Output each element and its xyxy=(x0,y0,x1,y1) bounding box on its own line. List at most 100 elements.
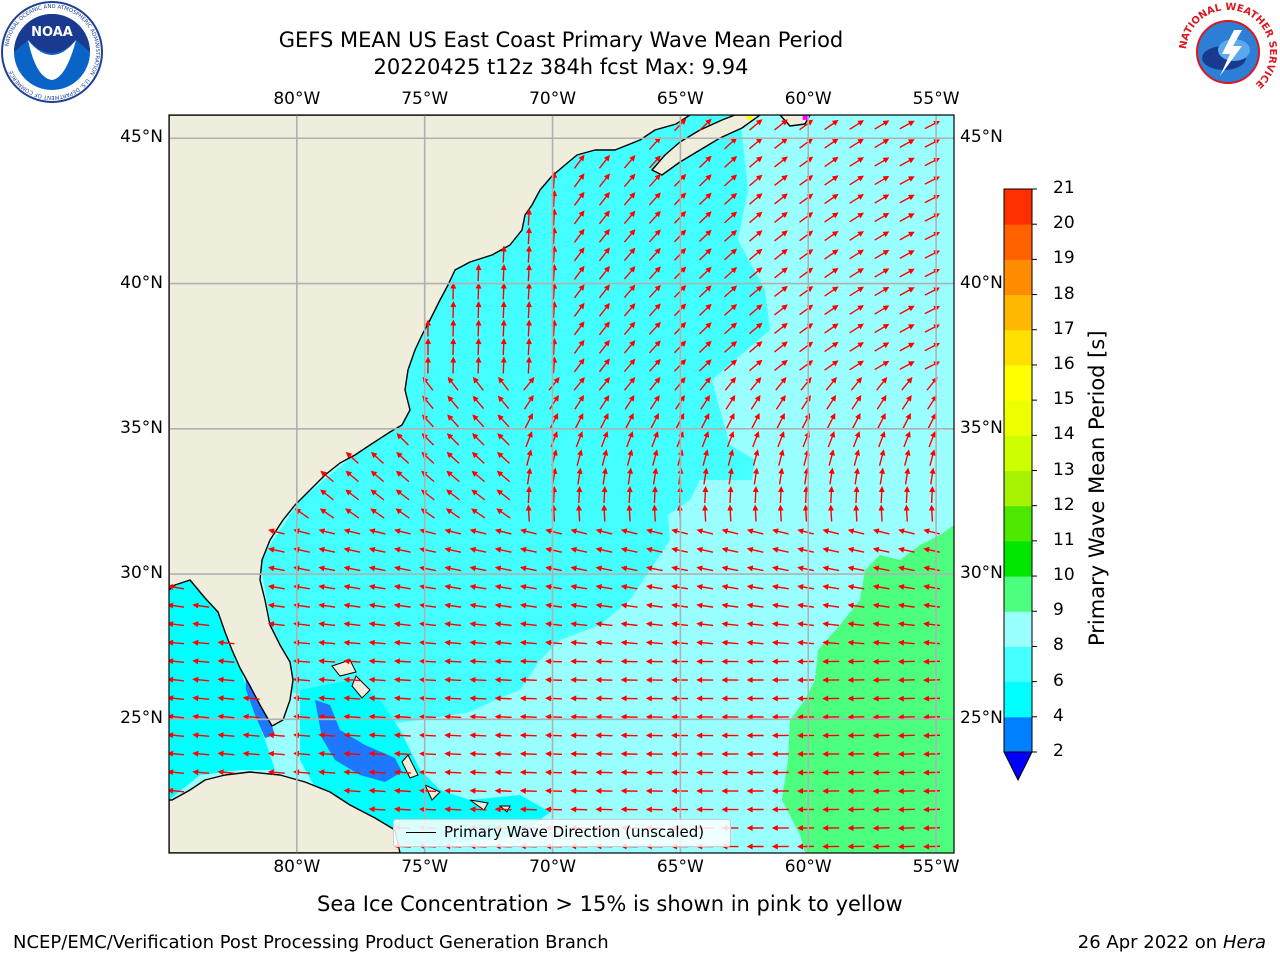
wave-arrow xyxy=(696,732,714,739)
wave-arrow xyxy=(702,504,709,522)
wave-arrow xyxy=(852,412,861,429)
wave-arrow xyxy=(475,356,482,374)
wave-arrow xyxy=(923,658,941,665)
colorbar-label: Primary Wave Mean Period [s] xyxy=(1085,330,1109,646)
wave-arrow xyxy=(598,228,610,243)
wave-arrow xyxy=(469,546,487,553)
wave-arrow xyxy=(751,412,760,429)
wave-arrow xyxy=(746,843,764,850)
wave-arrow xyxy=(494,732,512,739)
colorbar-swatch xyxy=(1004,576,1032,612)
wave-arrow xyxy=(874,175,890,186)
wave-arrow xyxy=(928,504,935,522)
wave-arrow xyxy=(494,621,512,628)
wave-arrow xyxy=(396,451,410,464)
wave-arrow xyxy=(573,247,585,262)
wave-arrow xyxy=(874,249,890,260)
wave-arrow xyxy=(497,433,510,446)
wave-arrow xyxy=(545,732,563,739)
wave-arrow xyxy=(601,467,608,485)
wave-arrow xyxy=(673,303,687,317)
wave-arrow xyxy=(623,229,636,243)
colorbar-tick-label: 11 xyxy=(1053,529,1075,550)
wave-arrow xyxy=(573,173,585,188)
wave-arrow xyxy=(570,769,588,776)
wave-arrow xyxy=(771,565,789,572)
wave-arrow xyxy=(469,658,487,665)
wave-arrow xyxy=(771,714,789,721)
wave-arrow xyxy=(320,489,334,501)
wave-arrow xyxy=(623,210,636,225)
wave-arrow xyxy=(749,119,763,131)
wave-arrow xyxy=(899,157,915,167)
wave-arrow xyxy=(318,639,336,646)
wave-arrow xyxy=(898,546,915,553)
wave-arrow xyxy=(872,695,890,702)
wave-arrow xyxy=(824,286,839,297)
lon-tick-label: 70°W xyxy=(529,89,577,109)
wave-arrow xyxy=(746,732,764,739)
legend-label: Primary Wave Direction (unscaled) xyxy=(444,823,705,841)
wave-arrow xyxy=(368,695,386,702)
wave-arrow xyxy=(570,787,588,794)
wave-arrow xyxy=(749,174,763,187)
wave-arrow xyxy=(370,451,384,464)
wave-arrow xyxy=(370,470,385,483)
wave-arrow xyxy=(573,302,585,317)
wave-arrow xyxy=(573,154,585,169)
wave-arrow xyxy=(494,584,512,590)
wave-arrow xyxy=(673,359,687,372)
wave-arrow xyxy=(393,639,411,646)
wave-arrow xyxy=(897,769,915,776)
lat-tick-label: 25°N xyxy=(960,708,1003,729)
colorbar-under-triangle xyxy=(1003,751,1033,782)
wave-arrow xyxy=(923,565,940,572)
wave-arrow xyxy=(519,750,537,757)
footer-date-text: 26 Apr 2022 on xyxy=(1077,932,1218,953)
wave-arrow xyxy=(797,621,815,628)
wave-arrow xyxy=(777,431,785,448)
wave-arrow xyxy=(696,602,714,609)
wave-arrow xyxy=(598,247,610,262)
wave-arrow xyxy=(475,319,482,337)
wave-arrow xyxy=(746,806,764,813)
wave-arrow xyxy=(771,806,789,813)
wave-arrow xyxy=(874,138,890,149)
lat-tick-label: 35°N xyxy=(120,417,163,438)
wave-arrow xyxy=(774,156,788,168)
wave-arrow xyxy=(368,621,386,628)
wave-arrow xyxy=(749,341,763,353)
wave-arrow xyxy=(570,584,588,590)
wave-arrow xyxy=(192,602,210,609)
wave-arrow xyxy=(648,358,661,372)
wave-arrow xyxy=(549,394,559,410)
wave-arrow xyxy=(645,787,663,794)
colorbar-tick-label: 15 xyxy=(1053,389,1075,410)
wave-arrow xyxy=(778,467,785,485)
wave-arrow xyxy=(797,602,815,609)
period-zone-6-8 xyxy=(260,115,770,725)
wave-arrow xyxy=(749,193,763,205)
wave-arrow xyxy=(523,394,534,410)
wave-arrow xyxy=(774,248,788,261)
wave-arrow xyxy=(648,229,661,243)
wave-arrow xyxy=(169,602,185,609)
wave-arrow xyxy=(923,584,941,590)
wave-arrow xyxy=(771,843,789,850)
wave-arrow xyxy=(646,546,663,553)
wave-arrow xyxy=(595,769,613,776)
wave-arrow xyxy=(822,843,840,850)
wave-arrow xyxy=(651,431,659,448)
wave-arrow xyxy=(901,394,912,410)
wave-arrow xyxy=(849,268,864,278)
wave-arrow xyxy=(519,695,537,702)
wave-arrow xyxy=(318,602,336,609)
wave-arrow xyxy=(444,621,462,628)
wave-arrow xyxy=(872,565,890,572)
wave-arrow xyxy=(169,769,185,776)
wave-arrow xyxy=(872,658,890,665)
wave-arrow xyxy=(923,528,940,535)
wave-arrow xyxy=(475,301,482,319)
wave-arrow xyxy=(847,732,865,739)
